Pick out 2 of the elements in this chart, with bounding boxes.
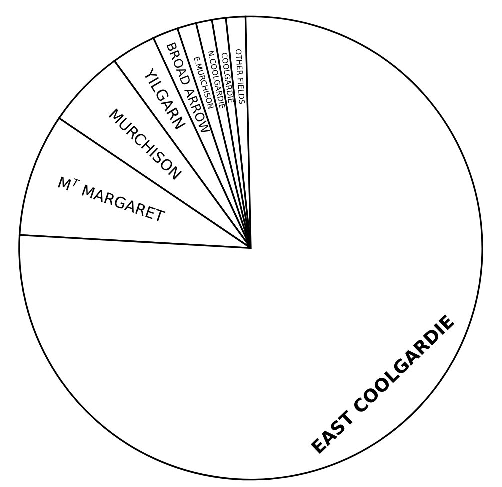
pie-slice (18, 16, 484, 481)
slice-label: M$^{T}$ MARGARET (58, 176, 166, 223)
